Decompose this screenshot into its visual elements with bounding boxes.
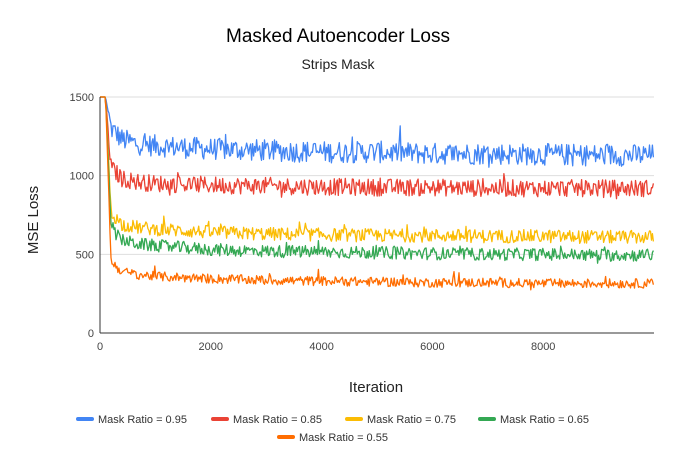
x-tick-label: 0 [97, 341, 103, 353]
x-tick-label: 4000 [309, 341, 333, 353]
chart-subtitle: Strips Mask [301, 56, 375, 72]
legend-label: Mask Ratio = 0.75 [367, 414, 456, 426]
series-line [100, 96, 655, 245]
y-axis-label: MSE Loss [25, 186, 42, 254]
gridlines [100, 96, 654, 334]
series-line [100, 96, 655, 291]
legend-label: Mask Ratio = 0.55 [299, 432, 388, 444]
chart-title: Masked Autoencoder Loss [226, 26, 450, 47]
y-tick-label: 1500 [70, 92, 94, 104]
series-lines [100, 96, 655, 291]
legend: Mask Ratio = 0.95 Mask Ratio = 0.85 Mask R… [76, 414, 589, 444]
legend-label: Mask Ratio = 0.95 [98, 414, 187, 426]
y-tick-label: 500 [76, 249, 94, 261]
x-axis-label: Iteration [349, 379, 403, 396]
y-tick-label: 1000 [70, 171, 94, 183]
legend-label: Mask Ratio = 0.65 [500, 414, 589, 426]
axes: 0 500 1000 1500 0 2000 4000 6000 8000 [70, 92, 654, 353]
x-tick-label: 8000 [531, 341, 555, 353]
y-tick-label: 0 [88, 328, 94, 340]
x-tick-label: 2000 [199, 341, 223, 353]
series-line [100, 96, 655, 168]
legend-label: Mask Ratio = 0.85 [233, 414, 322, 426]
series-line [100, 96, 654, 264]
x-tick-label: 6000 [420, 341, 444, 353]
series-line [100, 96, 655, 200]
